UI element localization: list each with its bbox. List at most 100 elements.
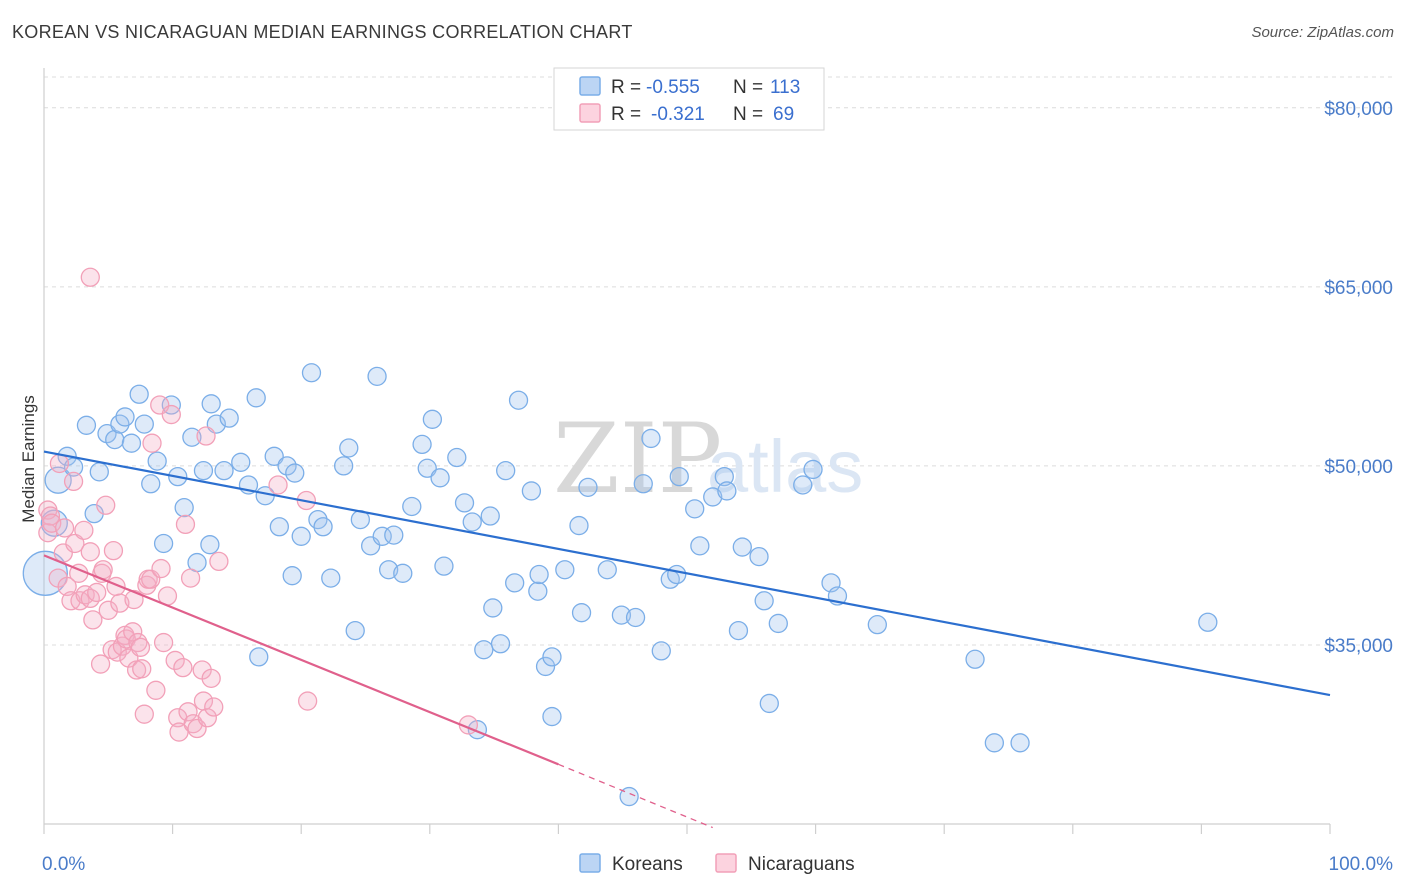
data-point	[200, 535, 220, 555]
data-point	[132, 659, 152, 679]
watermark-zip: ZIP	[553, 403, 722, 515]
data-point	[339, 438, 359, 458]
data-points	[22, 267, 1218, 807]
data-point	[146, 680, 166, 700]
data-point	[965, 649, 985, 669]
y-tick-label: $80,000	[1324, 99, 1393, 120]
data-point	[301, 363, 322, 383]
legend-r-label: R =	[611, 77, 641, 98]
bottom-legend: Koreans Nicaraguans	[579, 853, 855, 875]
gridlines	[44, 76, 1393, 646]
data-point	[97, 423, 117, 444]
data-point	[578, 477, 598, 498]
data-point	[63, 471, 84, 492]
data-point	[412, 434, 432, 455]
legend-r-value: -0.555	[646, 77, 700, 98]
data-point	[528, 581, 548, 601]
data-point	[759, 693, 779, 714]
data-point	[180, 568, 201, 588]
y-tick-label: $50,000	[1324, 457, 1393, 478]
data-point	[867, 614, 887, 635]
data-point	[65, 533, 85, 554]
data-point	[447, 447, 467, 468]
data-point	[321, 568, 341, 588]
data-point	[685, 499, 705, 519]
data-point	[153, 632, 174, 653]
data-point	[402, 496, 422, 517]
data-point	[535, 656, 556, 677]
data-point	[393, 563, 413, 583]
data-point	[430, 468, 450, 488]
data-point	[454, 493, 475, 513]
data-point	[732, 537, 752, 557]
data-point	[121, 433, 142, 453]
data-point	[297, 691, 318, 711]
data-point	[1010, 733, 1030, 753]
data-point	[161, 404, 181, 425]
data-point	[714, 466, 734, 487]
series-koreans	[22, 363, 1218, 807]
bottom-legend-swatch-koreans	[579, 853, 601, 873]
x-tick-label: 100.0%	[1329, 854, 1394, 875]
data-point	[209, 551, 229, 572]
data-point	[103, 540, 124, 561]
data-point	[803, 459, 823, 480]
data-point	[196, 426, 216, 446]
data-point	[345, 620, 365, 641]
data-point	[40, 506, 61, 526]
data-point	[130, 637, 151, 657]
data-point	[569, 515, 589, 536]
legend-row-nicaraguans: R = -0.321 N = 69	[579, 103, 794, 125]
data-point	[123, 622, 143, 642]
data-point	[49, 453, 70, 474]
data-point	[625, 607, 646, 628]
data-point	[182, 427, 202, 447]
data-point	[277, 456, 297, 476]
legend-swatch-nicaraguans	[579, 103, 601, 123]
bottom-legend-swatch-nicaraguans	[715, 853, 737, 873]
data-point	[521, 481, 542, 501]
data-point	[505, 573, 525, 593]
bottom-legend-label-koreans: Koreans	[612, 854, 683, 875]
trend-line-koreans	[43, 450, 1331, 697]
data-point	[633, 474, 653, 494]
data-point	[483, 598, 503, 618]
data-point	[555, 560, 575, 580]
data-point	[529, 564, 549, 585]
data-point	[717, 481, 737, 501]
data-point	[282, 566, 302, 586]
data-point	[89, 462, 109, 482]
trend-lines	[43, 450, 1331, 829]
data-point	[291, 526, 311, 546]
data-point	[134, 704, 154, 724]
y-tick-labels: $35,000 $50,000 $65,000 $80,000	[1324, 99, 1393, 657]
data-point	[490, 634, 511, 654]
chart-source: Source: ZipAtlas.com	[1251, 24, 1394, 41]
bottom-legend-label-nicaraguans: Nicaraguans	[748, 854, 855, 875]
data-point	[754, 591, 774, 611]
data-point	[496, 460, 516, 481]
data-point	[333, 456, 354, 476]
data-point	[80, 267, 100, 287]
data-point	[197, 708, 217, 728]
data-point	[641, 428, 661, 449]
data-point	[204, 697, 224, 717]
data-point	[249, 647, 269, 667]
data-point	[542, 706, 562, 727]
data-point	[651, 641, 671, 661]
chart-title: KOREAN VS NICARAGUAN MEDIAN EARNINGS COR…	[12, 22, 633, 42]
data-point	[129, 384, 149, 404]
data-point	[96, 495, 116, 515]
data-point	[768, 613, 788, 634]
y-axis-label: Median Earnings	[19, 395, 38, 523]
data-point	[174, 498, 194, 518]
data-point	[124, 589, 144, 610]
trend-line-extension	[558, 763, 713, 829]
data-point	[201, 394, 221, 414]
data-point	[571, 603, 592, 623]
data-point	[728, 620, 749, 641]
data-point	[508, 390, 529, 410]
x-tick-labels: 0.0% 100.0%	[42, 854, 1393, 875]
data-point	[669, 466, 689, 487]
data-point	[165, 650, 185, 671]
